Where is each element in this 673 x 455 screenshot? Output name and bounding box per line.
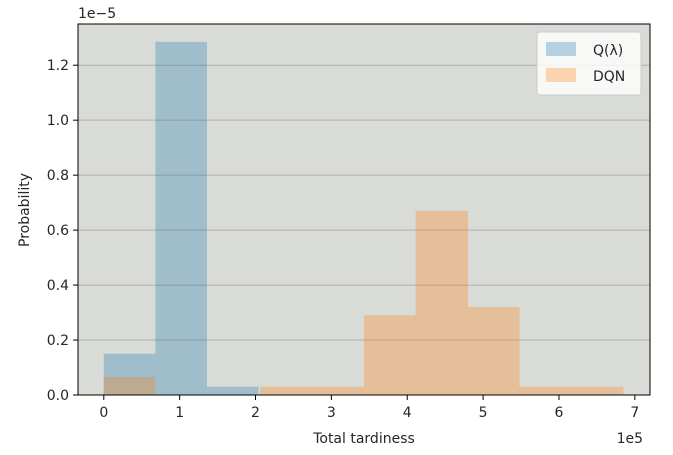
legend-label-q-lambda: Q(λ) (593, 43, 623, 59)
bar-dqn (260, 386, 313, 395)
bar-dqn (415, 210, 468, 395)
bar-dqn (467, 307, 520, 395)
bar-dqn (103, 377, 156, 395)
y-axis-label: Probability (17, 173, 33, 247)
legend-box (536, 31, 642, 96)
histogram-bars (103, 41, 624, 395)
y-tick-label: 0.8 (47, 168, 69, 184)
x-tick-label: 5 (479, 405, 488, 421)
x-tick-label: 1 (175, 405, 184, 421)
x-tick-label: 0 (99, 405, 108, 421)
y-tick-label: 1.0 (47, 113, 69, 129)
plot-frame (77, 23, 651, 396)
x-tick-label: 4 (403, 405, 412, 421)
legend: Q(λ) DQN (536, 31, 642, 96)
bar-dqn (364, 315, 416, 395)
y-tick-label: 0.2 (47, 333, 69, 349)
legend-label-dqn: DQN (593, 69, 625, 85)
bar-dqn (312, 386, 364, 395)
bar-dqn (519, 386, 572, 395)
x-tick-label: 6 (555, 405, 564, 421)
x-axis-ticks: 0 1 2 3 4 5 6 7 (99, 395, 639, 421)
legend-swatch-dqn (546, 68, 576, 82)
y-tick-label: 1.2 (47, 58, 69, 74)
y-tick-label: 0.0 (47, 388, 69, 404)
x-tick-label: 2 (251, 405, 260, 421)
legend-swatch-q-lambda (546, 42, 576, 56)
bar-q-lambda (206, 386, 259, 395)
y-axis-ticks: 0.0 0.2 0.4 0.6 0.8 1.0 1.2 (47, 58, 78, 404)
x-tick-label: 3 (327, 405, 336, 421)
x-tick-label: 7 (630, 405, 639, 421)
bar-q-lambda (155, 41, 207, 395)
bar-dqn (571, 386, 624, 395)
y-axis-offset-label: 1e−5 (78, 6, 116, 22)
x-axis-offset-label: 1e5 (617, 431, 643, 447)
bar-q-lambda (103, 353, 156, 395)
x-axis-label: Total tardiness (312, 431, 415, 447)
y-tick-label: 0.4 (47, 278, 69, 294)
y-tick-label: 0.6 (47, 223, 69, 239)
